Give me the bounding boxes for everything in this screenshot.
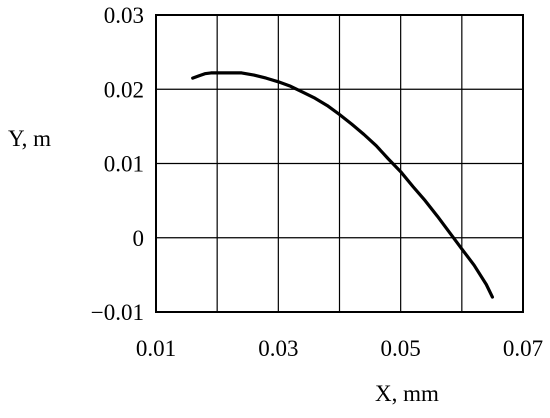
series-line bbox=[191, 71, 494, 299]
x-tick-labels: 0.01 0.03 0.05 0.07 bbox=[136, 336, 543, 361]
grid bbox=[155, 14, 524, 313]
y-tick-labels: −0.01 0 0.01 0.02 0.03 bbox=[91, 3, 144, 325]
y-tick-label: 0.02 bbox=[104, 77, 144, 102]
x-tick-label: 0.05 bbox=[381, 336, 421, 361]
x-axis-label: X, mm bbox=[375, 381, 439, 406]
y-axis-label: Y, m bbox=[8, 126, 51, 151]
y-tick-label: 0 bbox=[133, 226, 145, 251]
x-tick-label: 0.03 bbox=[258, 336, 298, 361]
x-tick-label: 0.01 bbox=[136, 336, 176, 361]
y-tick-label: −0.01 bbox=[91, 300, 144, 325]
x-tick-label: 0.07 bbox=[503, 336, 543, 361]
series-layer bbox=[191, 71, 494, 299]
y-tick-label: 0.01 bbox=[104, 152, 144, 177]
y-tick-label: 0.03 bbox=[104, 3, 144, 28]
plot-frame bbox=[155, 14, 524, 313]
